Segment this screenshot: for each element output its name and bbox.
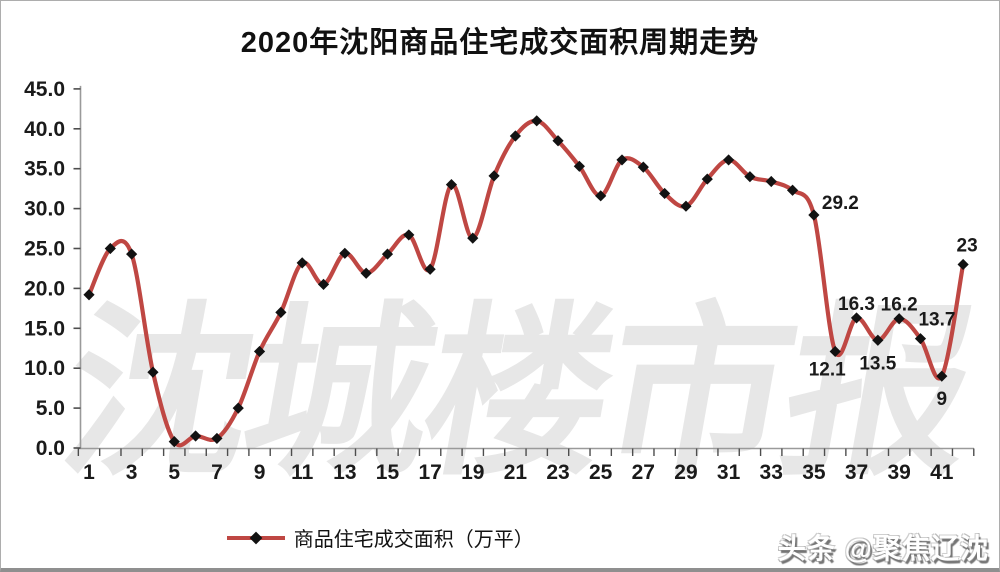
y-axis-label: 20.0: [24, 277, 65, 300]
data-point-marker: [339, 247, 351, 259]
data-point-marker: [957, 258, 969, 271]
x-axis-label: 21: [504, 461, 528, 484]
x-axis-label: 19: [461, 461, 484, 484]
x-axis-label: 1: [83, 461, 95, 484]
data-point-marker: [317, 278, 330, 291]
x-axis-label: 41: [930, 461, 954, 484]
data-point-label: 13.7: [918, 310, 955, 331]
x-axis-label: 29: [674, 461, 697, 484]
data-point-marker: [381, 248, 394, 260]
data-point-marker: [723, 154, 735, 166]
data-point-label: 16.2: [881, 295, 918, 316]
data-point-marker: [83, 289, 95, 301]
data-point-marker: [595, 190, 607, 202]
chart-title: 2020年沈阳商品住宅成交面积周期走势: [240, 27, 760, 59]
legend-diamond-icon: [249, 531, 263, 544]
data-point-marker: [424, 263, 436, 275]
toutiao-watermark-badge: 头条 @聚焦辽沈: [777, 533, 989, 564]
x-axis-label: 17: [418, 461, 441, 484]
y-axis-label: 35.0: [24, 158, 65, 181]
data-point-marker: [104, 242, 116, 255]
y-axis-label: 30.0: [24, 198, 65, 221]
data-point-marker: [829, 345, 841, 358]
x-axis-label: 33: [760, 461, 783, 484]
data-point-marker: [211, 432, 223, 445]
x-axis-label: 37: [845, 461, 868, 484]
y-axis-label: 15.0: [24, 317, 65, 340]
data-point-marker: [637, 161, 649, 173]
data-point-marker: [744, 171, 756, 183]
x-axis-label: 31: [717, 461, 741, 484]
data-point-marker: [616, 154, 628, 166]
data-point-marker: [360, 267, 372, 279]
x-axis-label: 23: [546, 461, 569, 484]
legend-label: 商品住宅成交面积（万平）: [293, 529, 534, 551]
x-axis-label: 11: [291, 461, 314, 484]
chart-legend: 商品住宅成交面积（万平）: [1, 523, 759, 552]
data-point-marker: [872, 334, 884, 346]
data-point-marker: [253, 345, 266, 358]
data-point-label: 12.1: [809, 359, 846, 380]
data-point-marker: [509, 130, 521, 142]
data-point-marker: [467, 232, 479, 244]
data-point-marker: [445, 179, 458, 191]
data-point-marker: [531, 115, 543, 127]
y-axis-label: 25.0: [24, 238, 65, 261]
data-point-marker: [786, 184, 799, 196]
x-axis-label: 35: [802, 461, 826, 484]
data-point-marker: [147, 366, 159, 378]
x-axis-label: 13: [333, 461, 356, 484]
data-point-marker: [680, 200, 692, 212]
data-point-marker: [573, 160, 585, 172]
y-axis-label: 45.0: [24, 78, 65, 101]
x-axis-label: 25: [589, 461, 613, 484]
data-point-marker: [850, 312, 863, 324]
x-axis-label: 5: [168, 461, 180, 484]
data-point-label: 9: [937, 389, 948, 410]
data-point-marker: [808, 209, 820, 221]
data-point-marker: [296, 257, 308, 269]
y-axis-label: 0.0: [36, 437, 65, 460]
x-axis-label: 39: [887, 461, 910, 484]
y-axis-label: 5.0: [36, 397, 65, 420]
data-point-marker: [701, 173, 713, 185]
x-axis-label: 3: [126, 461, 138, 484]
x-axis-label: 9: [254, 461, 266, 484]
data-point-marker: [190, 430, 202, 442]
data-point-marker: [126, 248, 138, 260]
data-point-label: 13.5: [859, 353, 896, 374]
data-point-label: 29.2: [822, 193, 859, 214]
data-point-label: 23: [957, 235, 978, 256]
data-point-marker: [893, 313, 905, 325]
data-point-marker: [488, 170, 500, 182]
data-point-marker: [552, 135, 564, 147]
data-point-marker: [936, 370, 948, 382]
data-point-marker: [659, 187, 671, 200]
data-point-marker: [765, 175, 777, 188]
y-axis-label: 10.0: [24, 357, 65, 380]
x-axis-label: 15: [376, 461, 400, 484]
data-point-marker: [168, 436, 180, 448]
data-point-label: 16.3: [838, 294, 875, 315]
series-line: [86, 118, 966, 448]
legend-line-marker-icon: [226, 531, 285, 544]
data-point-marker: [403, 229, 415, 241]
data-point-marker: [275, 306, 287, 318]
data-point-marker: [914, 333, 927, 345]
data-point-marker: [232, 402, 244, 414]
x-axis-label: 27: [632, 461, 655, 484]
x-axis-label: 7: [211, 461, 223, 484]
y-axis-label: 40.0: [24, 118, 65, 141]
